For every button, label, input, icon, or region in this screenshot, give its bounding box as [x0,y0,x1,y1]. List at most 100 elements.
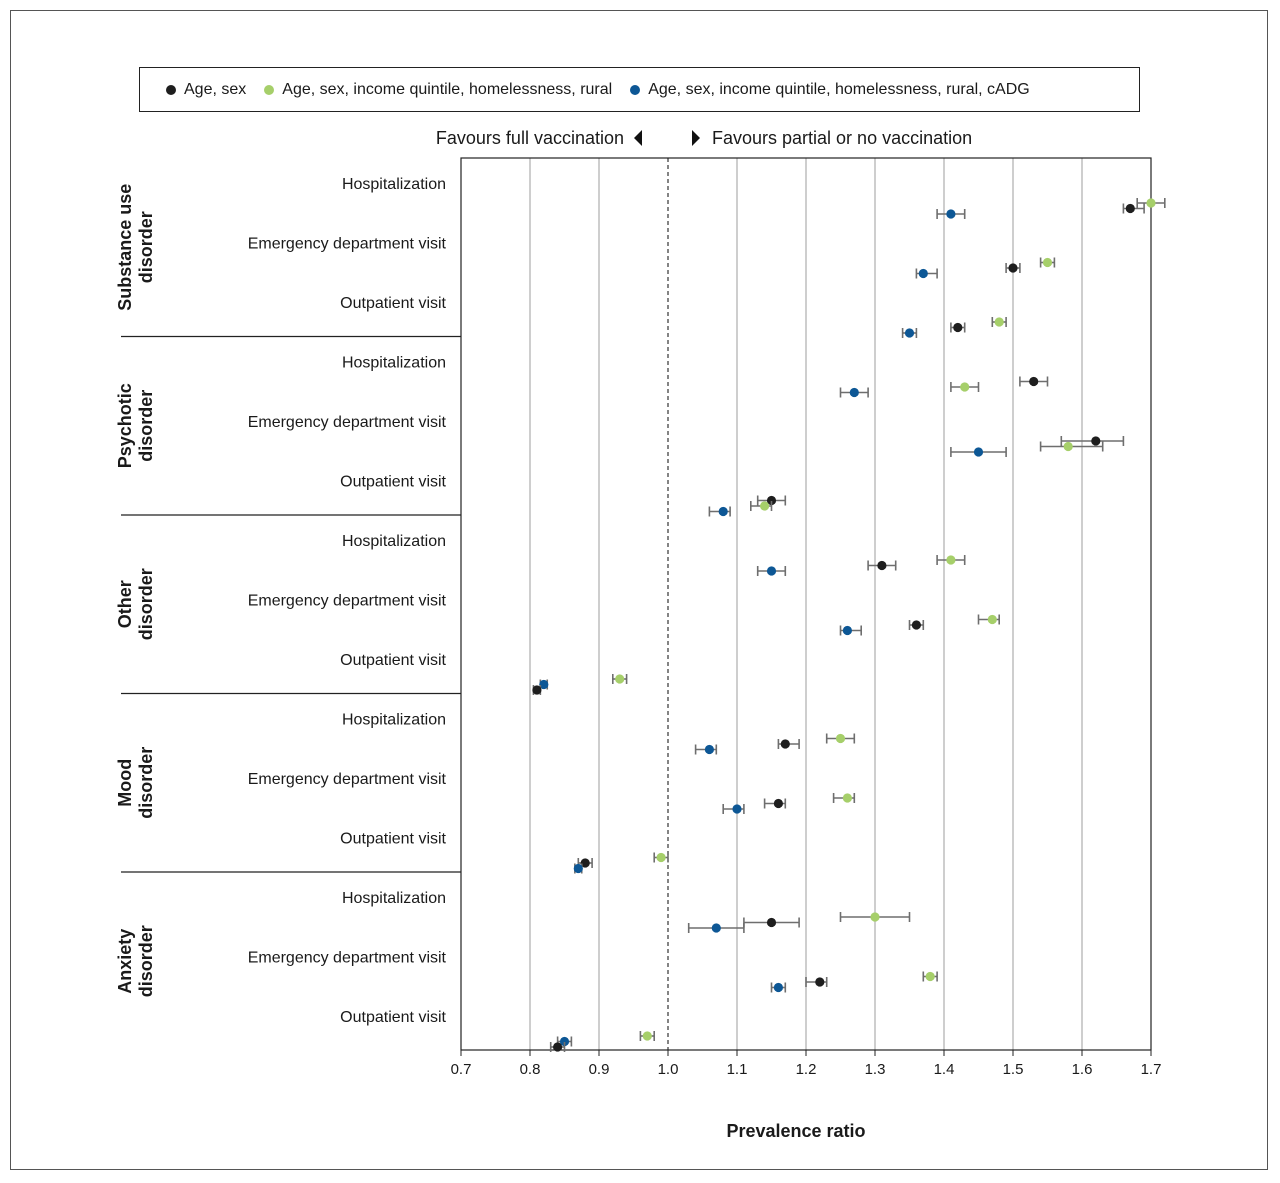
row-label: Emergency department visit [248,771,447,788]
group-label-line: disorder [136,568,156,640]
point-estimate [718,506,728,517]
point-estimate [553,1042,563,1052]
legend-item-age-sex: Age, sex [166,81,246,99]
point-estimate [1091,436,1101,446]
x-tick-label: 1.3 [865,1061,886,1078]
x-tick-label: 1.4 [934,1061,955,1078]
row-label: Emergency department visit [248,950,447,967]
legend-item-socioeconomic: Age, sex, income quintile, homelessness,… [264,81,612,99]
point-estimate [615,674,625,684]
legend-item-cadg: Age, sex, income quintile, homelessness,… [630,81,1030,99]
group-label-line: Substance use [115,184,135,311]
group-label: Psychoticdisorder [115,383,156,468]
x-tick-label: 1.2 [796,1061,817,1078]
legend: Age, sex Age, sex, income quintile, home… [139,67,1140,112]
point-estimate [946,209,956,219]
right-arrow-icon [692,130,700,146]
point-estimate [532,685,542,695]
legend-marker-green [264,84,275,95]
point-estimate [1042,257,1053,268]
group-label-line: disorder [136,925,156,997]
point-estimate [946,555,956,565]
row-label: Outpatient visit [340,652,446,669]
point-estimate [925,971,935,982]
x-tick-label: 1.5 [1003,1061,1024,1078]
point-estimate [815,977,825,987]
point-estimate [773,982,784,993]
group-label-line: disorder [136,747,156,819]
x-axis-title: Prevalence ratio [726,1121,865,1141]
point-estimate [849,387,859,398]
group-label-line: Mood [115,759,135,807]
point-estimate [835,733,846,744]
point-estimate [987,614,997,625]
group-label-line: Psychotic [115,383,135,468]
point-estimate [642,1031,652,1041]
group-label: Substance usedisorder [115,184,156,311]
point-estimate [573,863,583,874]
group-label-line: Other [115,580,135,628]
point-estimate [877,560,887,571]
row-label: Emergency department visit [248,593,447,610]
group-label-line: disorder [136,390,156,462]
point-estimate [953,322,963,333]
group-label: Otherdisorder [115,568,156,640]
point-estimate [580,858,590,868]
group-label: Anxietydisorder [115,925,156,997]
row-label: Hospitalization [342,176,446,193]
x-tick-label: 0.8 [520,1061,541,1078]
x-tick-label: 1.1 [727,1061,748,1078]
x-tick-label: 0.9 [589,1061,610,1078]
favours-right-label: Favours partial or no vaccination [712,128,973,148]
point-estimate [842,793,853,803]
point-estimate [1063,441,1073,452]
row-label: Outpatient visit [340,1009,446,1026]
x-tick-label: 1.0 [658,1061,679,1078]
row-label: Hospitalization [342,533,446,550]
point-estimate [1146,198,1156,208]
legend-marker-blue [630,84,641,95]
figure-frame [10,10,1268,1170]
group-label-line: Anxiety [115,929,135,994]
point-estimate [760,501,770,511]
row-label: Hospitalization [342,712,446,729]
point-estimate [911,620,922,630]
point-estimate [732,804,742,814]
point-estimate [539,679,549,690]
point-estimate [766,495,777,506]
point-estimate [870,912,880,922]
legend-label: Age, sex, income quintile, homelessness,… [282,80,613,98]
row-label: Outpatient visit [340,831,446,848]
point-estimate [656,852,666,863]
point-estimate [559,1036,570,1047]
x-tick-label: 0.7 [451,1061,472,1078]
left-arrow-icon [634,130,642,146]
legend-marker-black [166,84,176,95]
point-estimate [1008,263,1018,273]
point-estimate [773,798,784,809]
point-estimate [711,923,721,933]
row-label: Emergency department visit [248,236,447,253]
legend-label: Age, sex, income quintile, homelessness,… [648,80,1030,98]
point-estimate [960,382,970,392]
point-estimate [704,744,715,755]
point-estimate [994,317,1004,327]
group-label: Mooddisorder [115,747,156,819]
point-estimate [842,625,853,636]
row-label: Outpatient visit [340,295,446,312]
point-estimate [766,917,777,928]
point-estimate [1125,203,1135,214]
point-estimate [918,268,928,279]
point-estimate [780,739,790,749]
favours-left-label: Favours full vaccination [435,128,624,148]
x-tick-label: 1.6 [1072,1061,1093,1078]
point-estimate [973,447,984,457]
row-label: Outpatient visit [340,474,446,491]
point-estimate [904,328,915,338]
point-estimate [1029,376,1039,387]
row-label: Hospitalization [342,355,446,372]
group-label-line: disorder [136,211,156,283]
point-estimate [766,566,777,576]
legend-label: Age, sex [184,80,247,98]
